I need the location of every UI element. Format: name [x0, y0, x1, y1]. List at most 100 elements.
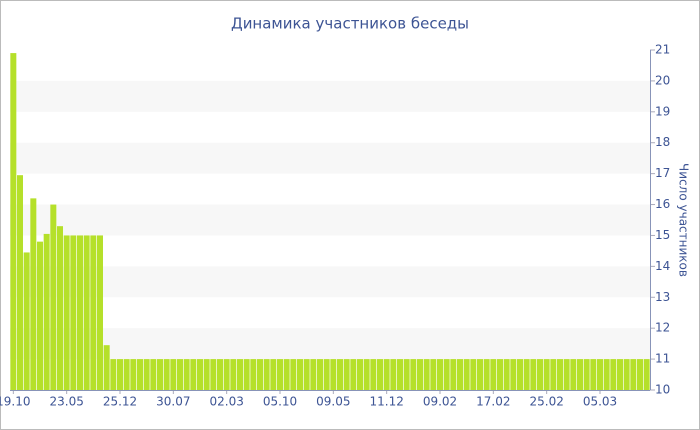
bar	[183, 359, 190, 390]
x-tick-label: 17.02	[476, 395, 510, 409]
bar	[150, 359, 157, 390]
bar	[10, 53, 17, 390]
bar	[263, 359, 270, 390]
x-tick-label: 25.12	[103, 395, 137, 409]
bar	[143, 359, 150, 390]
bar	[523, 359, 530, 390]
bar	[410, 359, 417, 390]
bar	[417, 359, 423, 390]
bar	[270, 359, 277, 390]
bar	[403, 359, 410, 390]
bar	[530, 359, 537, 390]
bar	[130, 359, 137, 390]
x-tick-label: 05.10	[263, 395, 297, 409]
bar	[250, 359, 257, 390]
grid-band	[10, 142, 650, 174]
bar	[190, 359, 197, 390]
bar	[197, 359, 203, 390]
bar	[550, 359, 557, 390]
y-tick-label: 21	[655, 43, 670, 57]
bar	[237, 359, 243, 390]
bar	[390, 359, 397, 390]
bar	[577, 359, 583, 390]
bar	[357, 359, 363, 390]
bar	[570, 359, 577, 390]
bar	[90, 235, 97, 390]
bar	[157, 359, 163, 390]
grid-band	[10, 328, 650, 360]
bar	[230, 359, 237, 390]
bar	[470, 359, 477, 390]
bar	[397, 359, 403, 390]
bar	[543, 359, 550, 390]
bar	[37, 241, 43, 390]
bar	[383, 359, 390, 390]
y-tick-label: 11	[655, 352, 670, 366]
x-tick-label: 09.05	[316, 395, 350, 409]
bar	[463, 359, 470, 390]
x-tick-label: 25.02	[529, 395, 563, 409]
bar	[557, 359, 563, 390]
y-tick-label: 12	[655, 321, 670, 335]
bar	[50, 204, 57, 390]
bar	[57, 226, 63, 390]
bar	[517, 359, 523, 390]
bar	[110, 359, 117, 390]
bar	[643, 359, 650, 390]
bar	[603, 359, 610, 390]
bar	[563, 359, 570, 390]
x-tick-label: 09.02	[423, 395, 457, 409]
bar	[217, 359, 223, 390]
bar	[117, 359, 123, 390]
y-tick-label: 18	[655, 135, 670, 149]
bar	[350, 359, 357, 390]
bar	[243, 359, 250, 390]
bar	[497, 359, 503, 390]
y-tick-label: 13	[655, 290, 670, 304]
grid-band	[10, 266, 650, 298]
bar	[450, 359, 457, 390]
bar	[323, 359, 330, 390]
bar	[430, 359, 437, 390]
bar	[203, 359, 210, 390]
bar	[590, 359, 597, 390]
x-tick-label: 23.05	[49, 395, 83, 409]
bar	[443, 359, 450, 390]
y-tick-label: 14	[655, 259, 670, 273]
bar	[63, 235, 70, 390]
bar	[17, 175, 23, 390]
bar	[510, 359, 517, 390]
bar	[303, 359, 310, 390]
y-tick-label: 20	[655, 73, 670, 87]
chart-title: Динамика участников беседы	[231, 15, 469, 33]
grid-band	[10, 204, 650, 236]
bar	[70, 235, 77, 390]
bar	[290, 359, 297, 390]
y-tick-label: 15	[655, 228, 670, 242]
bar	[283, 359, 290, 390]
bar	[423, 359, 430, 390]
bar	[483, 359, 490, 390]
bar	[163, 359, 170, 390]
bar	[30, 198, 37, 390]
grid-band	[10, 80, 650, 112]
bar	[23, 252, 30, 390]
x-tick-label: 02.03	[209, 395, 243, 409]
bar	[310, 359, 317, 390]
bar	[330, 359, 337, 390]
y-axis-label: Число участников	[677, 163, 691, 277]
bar	[637, 359, 643, 390]
bar	[490, 359, 497, 390]
bar	[43, 233, 50, 390]
y-tick-label: 16	[655, 197, 670, 211]
bar	[617, 359, 623, 390]
x-tick-label: 19.10	[0, 395, 31, 409]
bar	[337, 359, 343, 390]
y-tick-label: 19	[655, 104, 670, 118]
bar	[123, 359, 130, 390]
x-tick-label: 11.12	[369, 395, 403, 409]
bar	[537, 359, 543, 390]
bar	[137, 359, 143, 390]
bar	[437, 359, 443, 390]
